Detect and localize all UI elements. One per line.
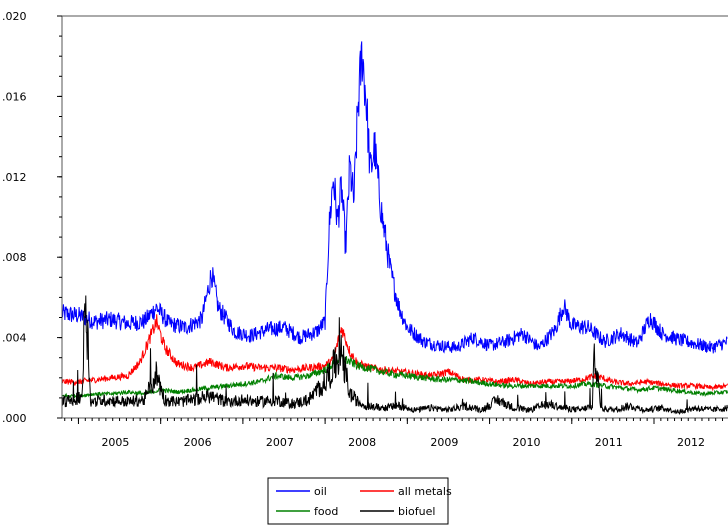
legend-label: food bbox=[314, 505, 338, 518]
y-tick-label: .016 bbox=[2, 90, 27, 103]
legend-label: oil bbox=[314, 485, 327, 498]
y-tick-label: .004 bbox=[2, 332, 27, 345]
plot-frame bbox=[61, 15, 728, 419]
series-line-all-metals bbox=[62, 314, 728, 392]
x-tick-label: 2007 bbox=[266, 436, 294, 449]
series-layer bbox=[62, 41, 728, 416]
legend-label: all metals bbox=[398, 485, 452, 498]
legend-label: biofuel bbox=[398, 505, 435, 518]
series-line-oil bbox=[62, 41, 728, 354]
x-axis: 2005 2006 2007 2008 2009 2010 2011 2012 bbox=[64, 418, 724, 449]
x-tick-label: 2010 bbox=[513, 436, 541, 449]
x-tick-label: 2008 bbox=[348, 436, 376, 449]
series-line-food bbox=[62, 354, 728, 399]
legend-box bbox=[267, 477, 449, 525]
y-axis: .000 .004 .008 .012 .016 .020 bbox=[2, 10, 62, 425]
x-tick-label: 2006 bbox=[184, 436, 212, 449]
x-tick-label: 2005 bbox=[101, 436, 129, 449]
series-line-biofuel bbox=[62, 295, 728, 416]
x-tick-label: 2009 bbox=[430, 436, 458, 449]
y-tick-label: .000 bbox=[2, 412, 27, 425]
legend: oil all metals food biofuel bbox=[267, 477, 452, 525]
x-tick-label: 2012 bbox=[677, 436, 705, 449]
y-tick-label: .020 bbox=[2, 10, 27, 23]
y-tick-label: .008 bbox=[2, 251, 27, 264]
x-tick-label: 2011 bbox=[595, 436, 623, 449]
y-tick-label: .012 bbox=[2, 171, 27, 184]
